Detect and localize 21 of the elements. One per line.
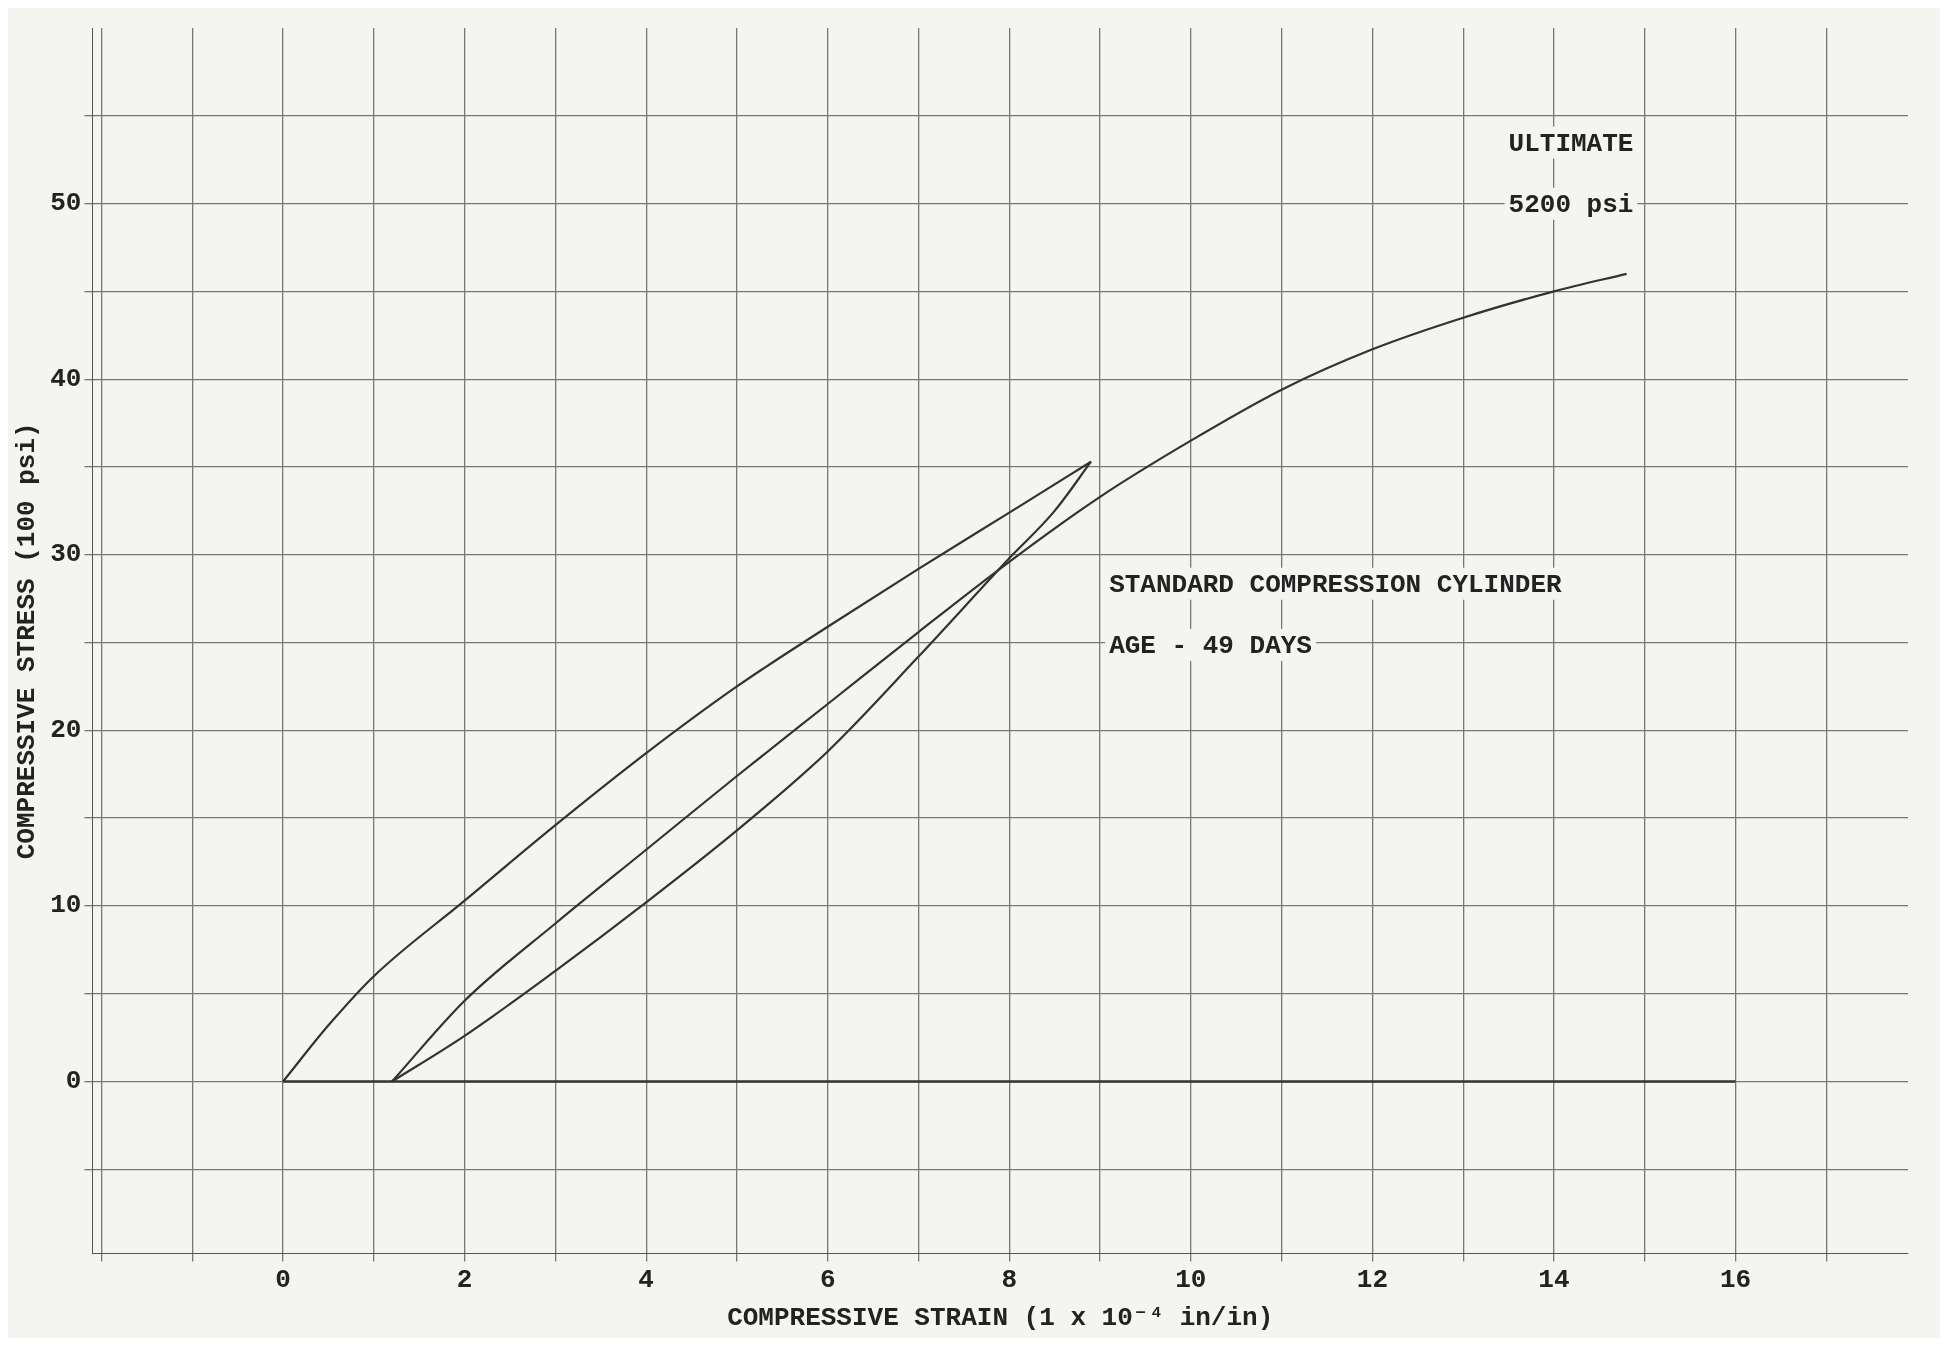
- x-tick-label: 0: [275, 1264, 291, 1295]
- y-axis-title: COMPRESSIVE STRESS (100 psi): [12, 422, 43, 860]
- y-tick-label: 20: [50, 714, 82, 745]
- y-tick-label: 0: [65, 1066, 82, 1097]
- annotation: STANDARD COMPRESSION CYLINDER: [1109, 569, 1563, 600]
- x-tick-label: 6: [819, 1264, 836, 1295]
- y-tick-label: 50: [50, 188, 82, 219]
- y-tick-label: 40: [50, 363, 82, 394]
- annotation: ULTIMATE: [1508, 128, 1634, 159]
- y-tick-label: 10: [50, 890, 82, 921]
- x-tick-label: 12: [1356, 1264, 1389, 1295]
- x-tick-label: 14: [1538, 1264, 1570, 1295]
- x-tick-label: 10: [1175, 1264, 1207, 1295]
- annotation: AGE - 49 DAYS: [1109, 631, 1312, 662]
- y-tick-label: 30: [50, 539, 82, 570]
- x-tick-label: 4: [638, 1264, 654, 1295]
- annotation: 5200 psi: [1508, 189, 1634, 220]
- x-tick-label: 2: [456, 1264, 473, 1295]
- x-tick-label: 16: [1719, 1264, 1752, 1295]
- x-tick-label: 8: [1001, 1264, 1018, 1295]
- x-axis-title: COMPRESSIVE STRAIN (1 x 10⁻⁴ in/in): [727, 1302, 1274, 1333]
